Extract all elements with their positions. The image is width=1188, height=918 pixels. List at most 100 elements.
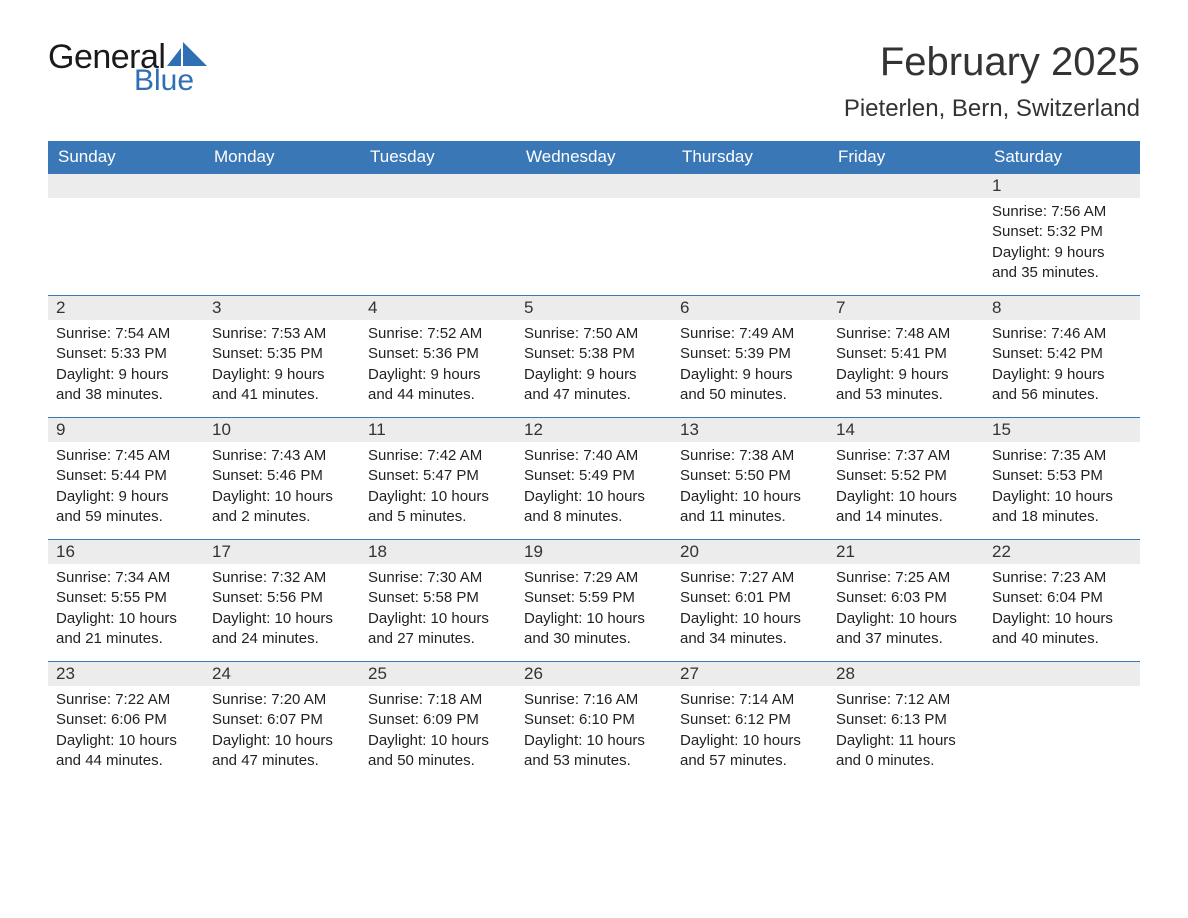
calendar-day-cell: 17Sunrise: 7:32 AMSunset: 5:56 PMDayligh… bbox=[204, 539, 360, 661]
day-number: 15 bbox=[984, 417, 1140, 442]
calendar-day-cell: 20Sunrise: 7:27 AMSunset: 6:01 PMDayligh… bbox=[672, 539, 828, 661]
weekday-header: Thursday bbox=[672, 141, 828, 173]
day-number: 26 bbox=[516, 661, 672, 686]
day-number: 10 bbox=[204, 417, 360, 442]
sunset-text: Sunset: 6:03 PM bbox=[836, 588, 976, 608]
sunrise-text: Sunrise: 7:54 AM bbox=[56, 324, 196, 344]
sunrise-text: Sunrise: 7:37 AM bbox=[836, 446, 976, 466]
sunrise-text: Sunrise: 7:32 AM bbox=[212, 568, 352, 588]
sunset-text: Sunset: 6:09 PM bbox=[368, 710, 508, 730]
calendar-day-cell: 27Sunrise: 7:14 AMSunset: 6:12 PMDayligh… bbox=[672, 661, 828, 783]
calendar-week-row: 2Sunrise: 7:54 AMSunset: 5:33 PMDaylight… bbox=[48, 295, 1140, 417]
sunset-text: Sunset: 5:46 PM bbox=[212, 466, 352, 486]
weekday-header: Friday bbox=[828, 141, 984, 173]
weekday-header: Saturday bbox=[984, 141, 1140, 173]
sunset-text: Sunset: 5:49 PM bbox=[524, 466, 664, 486]
calendar-day-cell bbox=[828, 173, 984, 295]
calendar-day-cell bbox=[672, 173, 828, 295]
sunrise-text: Sunrise: 7:49 AM bbox=[680, 324, 820, 344]
sunrise-text: Sunrise: 7:23 AM bbox=[992, 568, 1132, 588]
daylight-text: Daylight: 9 hours and 35 minutes. bbox=[992, 243, 1132, 284]
daylight-text: Daylight: 9 hours and 41 minutes. bbox=[212, 365, 352, 406]
calendar-day-cell: 8Sunrise: 7:46 AMSunset: 5:42 PMDaylight… bbox=[984, 295, 1140, 417]
day-body: Sunrise: 7:38 AMSunset: 5:50 PMDaylight:… bbox=[672, 442, 828, 539]
daylight-text: Daylight: 10 hours and 47 minutes. bbox=[212, 731, 352, 772]
day-number: 11 bbox=[360, 417, 516, 442]
sunrise-text: Sunrise: 7:52 AM bbox=[368, 324, 508, 344]
sunrise-text: Sunrise: 7:12 AM bbox=[836, 690, 976, 710]
day-body: Sunrise: 7:18 AMSunset: 6:09 PMDaylight:… bbox=[360, 686, 516, 783]
day-number bbox=[360, 173, 516, 198]
day-body: Sunrise: 7:45 AMSunset: 5:44 PMDaylight:… bbox=[48, 442, 204, 539]
day-number bbox=[984, 661, 1140, 686]
sunrise-text: Sunrise: 7:45 AM bbox=[56, 446, 196, 466]
day-body: Sunrise: 7:27 AMSunset: 6:01 PMDaylight:… bbox=[672, 564, 828, 661]
day-body bbox=[204, 198, 360, 214]
daylight-text: Daylight: 10 hours and 44 minutes. bbox=[56, 731, 196, 772]
day-body: Sunrise: 7:37 AMSunset: 5:52 PMDaylight:… bbox=[828, 442, 984, 539]
daylight-text: Daylight: 10 hours and 50 minutes. bbox=[368, 731, 508, 772]
daylight-text: Daylight: 10 hours and 34 minutes. bbox=[680, 609, 820, 650]
day-number bbox=[204, 173, 360, 198]
day-body: Sunrise: 7:50 AMSunset: 5:38 PMDaylight:… bbox=[516, 320, 672, 417]
sunset-text: Sunset: 5:32 PM bbox=[992, 222, 1132, 242]
calendar-day-cell: 23Sunrise: 7:22 AMSunset: 6:06 PMDayligh… bbox=[48, 661, 204, 783]
calendar-day-cell: 16Sunrise: 7:34 AMSunset: 5:55 PMDayligh… bbox=[48, 539, 204, 661]
daylight-text: Daylight: 11 hours and 0 minutes. bbox=[836, 731, 976, 772]
day-number: 16 bbox=[48, 539, 204, 564]
day-number: 12 bbox=[516, 417, 672, 442]
day-body: Sunrise: 7:46 AMSunset: 5:42 PMDaylight:… bbox=[984, 320, 1140, 417]
day-body: Sunrise: 7:54 AMSunset: 5:33 PMDaylight:… bbox=[48, 320, 204, 417]
daylight-text: Daylight: 10 hours and 8 minutes. bbox=[524, 487, 664, 528]
calendar-table: SundayMondayTuesdayWednesdayThursdayFrid… bbox=[48, 141, 1140, 783]
calendar-day-cell bbox=[360, 173, 516, 295]
day-body: Sunrise: 7:14 AMSunset: 6:12 PMDaylight:… bbox=[672, 686, 828, 783]
weekday-header: Wednesday bbox=[516, 141, 672, 173]
day-number: 25 bbox=[360, 661, 516, 686]
sunset-text: Sunset: 6:13 PM bbox=[836, 710, 976, 730]
daylight-text: Daylight: 10 hours and 21 minutes. bbox=[56, 609, 196, 650]
sunset-text: Sunset: 5:44 PM bbox=[56, 466, 196, 486]
location-label: Pieterlen, Bern, Switzerland bbox=[844, 95, 1140, 123]
day-number: 27 bbox=[672, 661, 828, 686]
brand-name-part2: Blue bbox=[134, 66, 207, 96]
day-number: 24 bbox=[204, 661, 360, 686]
brand-logo: General Blue bbox=[48, 40, 207, 96]
daylight-text: Daylight: 9 hours and 59 minutes. bbox=[56, 487, 196, 528]
day-number: 28 bbox=[828, 661, 984, 686]
day-number: 6 bbox=[672, 295, 828, 320]
sunset-text: Sunset: 5:35 PM bbox=[212, 344, 352, 364]
title-block: February 2025 Pieterlen, Bern, Switzerla… bbox=[844, 40, 1140, 123]
sunrise-text: Sunrise: 7:27 AM bbox=[680, 568, 820, 588]
day-body: Sunrise: 7:20 AMSunset: 6:07 PMDaylight:… bbox=[204, 686, 360, 783]
sunrise-text: Sunrise: 7:30 AM bbox=[368, 568, 508, 588]
daylight-text: Daylight: 10 hours and 27 minutes. bbox=[368, 609, 508, 650]
day-body: Sunrise: 7:43 AMSunset: 5:46 PMDaylight:… bbox=[204, 442, 360, 539]
day-body: Sunrise: 7:32 AMSunset: 5:56 PMDaylight:… bbox=[204, 564, 360, 661]
sunrise-text: Sunrise: 7:43 AM bbox=[212, 446, 352, 466]
sunset-text: Sunset: 5:42 PM bbox=[992, 344, 1132, 364]
calendar-day-cell: 6Sunrise: 7:49 AMSunset: 5:39 PMDaylight… bbox=[672, 295, 828, 417]
calendar-week-row: 23Sunrise: 7:22 AMSunset: 6:06 PMDayligh… bbox=[48, 661, 1140, 783]
sunrise-text: Sunrise: 7:53 AM bbox=[212, 324, 352, 344]
sunrise-text: Sunrise: 7:14 AM bbox=[680, 690, 820, 710]
day-body: Sunrise: 7:56 AMSunset: 5:32 PMDaylight:… bbox=[984, 198, 1140, 295]
day-number: 7 bbox=[828, 295, 984, 320]
calendar-day-cell: 19Sunrise: 7:29 AMSunset: 5:59 PMDayligh… bbox=[516, 539, 672, 661]
daylight-text: Daylight: 10 hours and 37 minutes. bbox=[836, 609, 976, 650]
calendar-week-row: 9Sunrise: 7:45 AMSunset: 5:44 PMDaylight… bbox=[48, 417, 1140, 539]
daylight-text: Daylight: 10 hours and 24 minutes. bbox=[212, 609, 352, 650]
daylight-text: Daylight: 9 hours and 53 minutes. bbox=[836, 365, 976, 406]
day-number: 4 bbox=[360, 295, 516, 320]
page-header: General Blue February 2025 Pieterlen, Be… bbox=[48, 40, 1140, 123]
weekday-header: Sunday bbox=[48, 141, 204, 173]
daylight-text: Daylight: 10 hours and 53 minutes. bbox=[524, 731, 664, 772]
sunset-text: Sunset: 6:01 PM bbox=[680, 588, 820, 608]
day-number: 18 bbox=[360, 539, 516, 564]
day-body bbox=[984, 686, 1140, 702]
calendar-day-cell bbox=[516, 173, 672, 295]
sunrise-text: Sunrise: 7:50 AM bbox=[524, 324, 664, 344]
day-body: Sunrise: 7:34 AMSunset: 5:55 PMDaylight:… bbox=[48, 564, 204, 661]
sunset-text: Sunset: 6:04 PM bbox=[992, 588, 1132, 608]
sunrise-text: Sunrise: 7:20 AM bbox=[212, 690, 352, 710]
